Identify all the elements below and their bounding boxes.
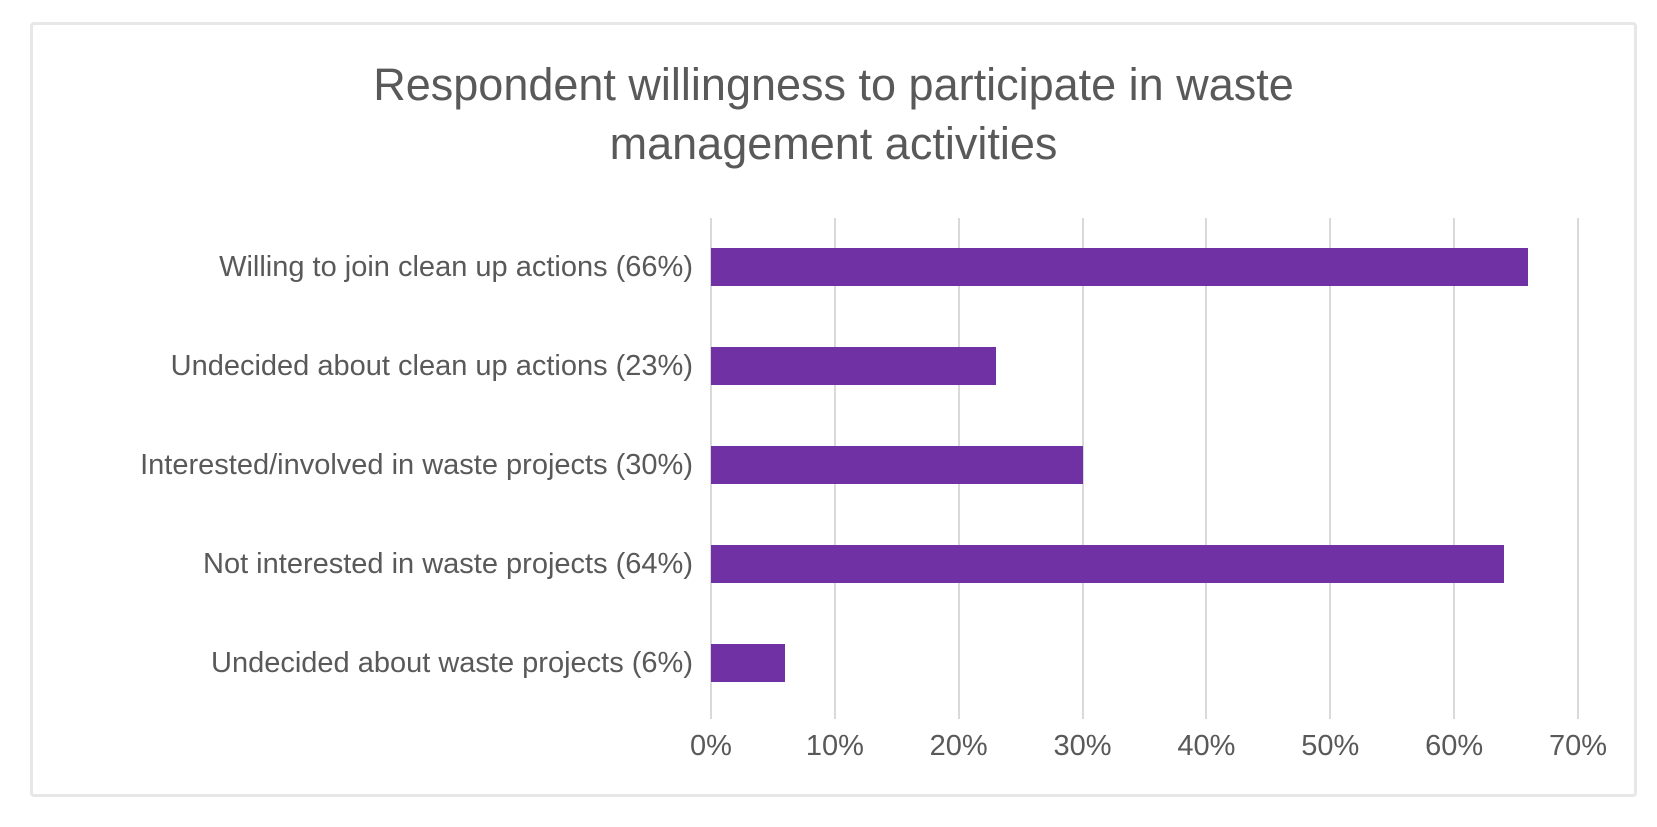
- x-axis-tick-label: 0%: [690, 730, 732, 762]
- chart-title: Respondent willingness to participate in…: [33, 55, 1634, 174]
- x-axis-tick-label: 40%: [1177, 730, 1236, 762]
- x-axis-tick-label: 30%: [1053, 730, 1112, 762]
- bar-row: [711, 614, 1578, 713]
- category-label: Undecided about clean up actions (23%): [170, 350, 693, 382]
- category-label: Willing to join clean up actions (66%): [219, 251, 693, 283]
- category-label: Not interested in waste projects (64%): [203, 548, 693, 580]
- bar-row: [711, 218, 1578, 317]
- bar: [711, 545, 1504, 583]
- gridline: [1453, 218, 1456, 719]
- x-axis-tick-label: 70%: [1548, 730, 1608, 762]
- x-axis-tick-label: 20%: [929, 730, 988, 762]
- bar-row: [711, 515, 1578, 614]
- gridline: [1329, 218, 1332, 719]
- bar: [711, 446, 1083, 484]
- category-label: Undecided about waste projects (6%): [211, 647, 693, 679]
- bar-row: [711, 416, 1578, 515]
- bar-row: [711, 317, 1578, 416]
- bar: [711, 644, 786, 682]
- gridline: [1577, 218, 1579, 719]
- x-axis-tick-label: 10%: [805, 730, 864, 762]
- chart-title-text: Respondent willingness to participate in…: [373, 59, 1294, 170]
- category-label: Interested/involved in waste projects (3…: [140, 449, 693, 481]
- gridline: [1205, 218, 1208, 719]
- x-axis: 0% 10% 20% 30% 40% 50% 60% 70%: [690, 730, 1607, 775]
- gridline: [1081, 218, 1084, 719]
- bar: [711, 248, 1529, 286]
- category-axis: Willing to join clean up actions (66%) Un…: [33, 218, 693, 713]
- x-axis-tick-label: 60%: [1425, 730, 1484, 762]
- bar: [711, 347, 996, 385]
- chart-frame: Respondent willingness to participate in…: [30, 22, 1637, 797]
- plot-area: [710, 218, 1579, 719]
- x-axis-tick-label: 50%: [1301, 730, 1360, 762]
